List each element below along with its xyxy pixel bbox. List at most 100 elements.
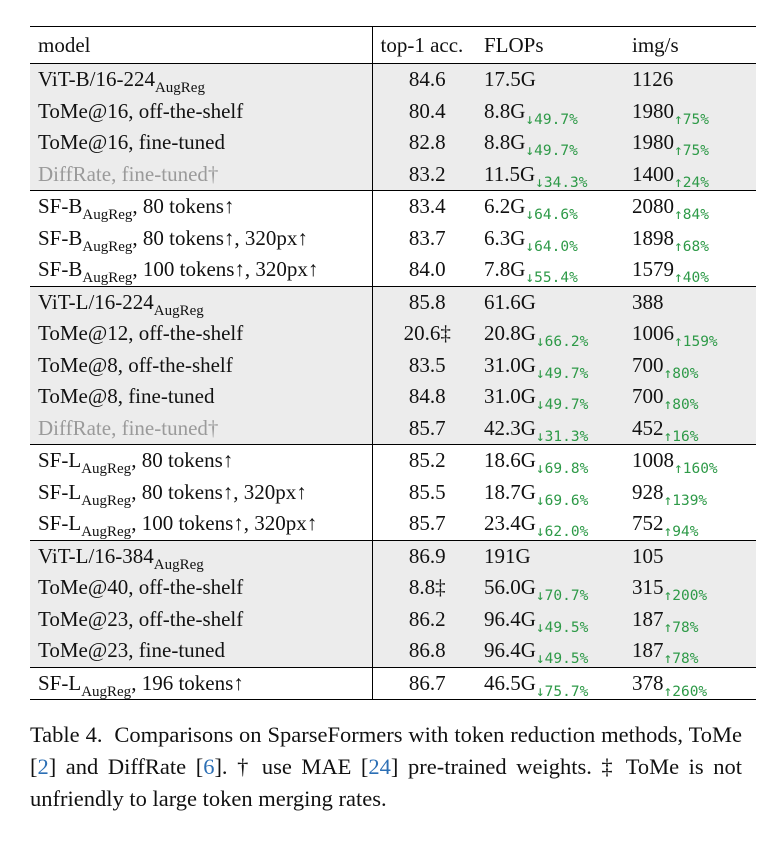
cell-flops: 42.3G↓31.3% (482, 412, 626, 445)
cell-flops: 31.0G↓49.7% (482, 381, 626, 413)
img-value: 928 (632, 479, 664, 504)
cell-model: DiffRate, fine-tuned† (30, 158, 373, 191)
model-suffix: , 80 tokens↑ (132, 194, 235, 218)
flops-value: 6.2G (484, 194, 526, 218)
model-name: SF-BAugReg, 80 tokens↑ (38, 194, 235, 223)
cell-top1-acc: 85.5 (372, 477, 482, 509)
img-speedup: ↑200% (663, 588, 708, 604)
cell-model: ViT-L/16-384AugReg (30, 539, 373, 573)
flops-reduction: ↓49.7% (525, 111, 578, 128)
model-name: ViT-L/16-384AugReg (38, 543, 204, 573)
model-name: SF-LAugReg, 80 tokens↑, 320px↑ (38, 480, 307, 509)
cell-flops: 96.4G↓49.5% (482, 603, 626, 636)
table-row: ViT-L/16-384AugReg 86.9 191G 105 (30, 539, 756, 573)
cell-flops: 23.4G↓62.0% (482, 508, 626, 540)
flops-reduction: ↓49.7% (525, 143, 578, 159)
acc-value: 84.8 (408, 384, 446, 408)
cell-model: ViT-L/16-224AugReg (30, 285, 373, 319)
citation-link-tome[interactable]: 2 (37, 754, 49, 779)
cell-model: SF-BAugReg, 80 tokens↑ (30, 190, 373, 223)
table-row: SF-BAugReg, 100 tokens↑, 320px↑ 84.0 7.8G↓… (30, 254, 756, 286)
cell-img-per-sec: 378↑260% (626, 666, 756, 700)
cell-model: ToMe@8, fine-tuned (30, 381, 373, 413)
cell-img-per-sec: 1006↑159% (626, 318, 756, 350)
cell-img-per-sec: 105 (626, 539, 756, 572)
model-name: ViT-L/16-224AugReg (38, 290, 204, 319)
acc-value: 83.2 (408, 161, 446, 186)
model-suffix: , 80 tokens↑ (131, 448, 234, 472)
flops-value: 42.3G (484, 415, 536, 440)
model-base: ToMe@16, off-the-shelf (38, 98, 244, 123)
header-row: model top-1 acc. FLOPs img/s (30, 26, 756, 64)
caption-label: Table 4. (30, 722, 103, 747)
table-row: ToMe@40, off-the-shelf 8.8‡ 56.0G↓70.7% 315… (30, 572, 756, 604)
model-subscript: AugReg (154, 80, 205, 96)
img-value: 700 (632, 384, 664, 408)
model-subscript: AugReg (81, 683, 132, 700)
flops-reduction: ↓49.5% (535, 651, 589, 667)
cell-top1-acc: 85.8 (372, 285, 482, 318)
cell-img-per-sec: 187↑78% (626, 635, 756, 667)
model-name: SF-LAugReg, 80 tokens↑ (38, 448, 234, 477)
cell-model: ToMe@23, fine-tuned (30, 635, 373, 667)
cell-img-per-sec: 452↑16% (626, 412, 756, 445)
cell-model: SF-LAugReg, 80 tokens↑, 320px↑ (30, 476, 373, 509)
model-suffix: , 100 tokens↑, 320px↑ (131, 511, 318, 535)
cell-top1-acc: 85.7 (372, 508, 482, 540)
cell-top1-acc: 85.2 (372, 444, 482, 477)
cell-model: ToMe@8, off-the-shelf (30, 349, 373, 381)
img-value: 1126 (632, 67, 674, 91)
img-speedup: ↑84% (674, 207, 709, 223)
model-base: ToMe@23, off-the-shelf (38, 606, 244, 631)
img-speedup: ↑80% (663, 365, 699, 382)
cell-img-per-sec: 700↑80% (626, 381, 756, 413)
citation-link-diffrate[interactable]: 6 (203, 754, 215, 779)
cell-top1-acc: 83.7 (372, 223, 482, 255)
model-name: ToMe@16, off-the-shelf (38, 99, 243, 123)
cell-flops: 18.7G↓69.6% (482, 477, 626, 509)
img-speedup: ↑68% (674, 238, 709, 255)
cell-img-per-sec: 1126 (626, 63, 756, 96)
cell-model: ToMe@23, off-the-shelf (30, 603, 373, 635)
flops-reduction: ↓75.7% (535, 683, 589, 700)
flops-value: 8.8G (484, 98, 526, 123)
flops-reduction: ↓31.3% (535, 428, 589, 445)
flops-reduction: ↓66.2% (535, 334, 589, 350)
cell-flops: 31.0G↓49.7% (482, 349, 626, 381)
cell-top1-acc: 84.0 (372, 254, 482, 286)
model-base: ToMe@8, fine-tuned (38, 384, 215, 408)
table-row: DiffRate, fine-tuned† 85.7 42.3G↓31.3% 452↑… (30, 412, 756, 445)
flops-value: 18.7G (484, 479, 536, 504)
cell-img-per-sec: 1898↑68% (626, 223, 756, 255)
cell-flops: 7.8G↓55.4% (482, 254, 626, 286)
img-speedup: ↑78% (663, 619, 699, 636)
img-speedup: ↑16% (663, 428, 699, 445)
model-name: SF-BAugReg, 80 tokens↑, 320px↑ (38, 225, 308, 255)
cell-model: SF-BAugReg, 80 tokens↑, 320px↑ (30, 222, 373, 255)
cell-img-per-sec: 752↑94% (626, 508, 756, 540)
cell-flops: 11.5G↓34.3% (482, 158, 626, 191)
img-value: 1980 (632, 130, 674, 154)
table-row: SF-LAugReg, 100 tokens↑, 320px↑ 85.7 23.4G… (30, 508, 756, 540)
img-value: 1898 (632, 225, 674, 250)
model-suffix: † (207, 161, 219, 186)
model-base: ViT-L/16-384 (38, 543, 154, 568)
cell-flops: 46.5G↓75.7% (482, 666, 626, 700)
model-base: DiffRate, fine-tuned (38, 415, 208, 440)
table-row: ToMe@16, off-the-shelf 80.4 8.8G↓49.7% 1980… (30, 95, 756, 128)
cell-model: SF-LAugReg, 196 tokens↑ (30, 666, 373, 700)
table-row: DiffRate, fine-tuned† 83.2 11.5G↓34.3% 1400… (30, 158, 756, 191)
model-name: ToMe@40, off-the-shelf (38, 575, 243, 599)
flops-reduction: ↓49.7% (535, 397, 589, 413)
cell-img-per-sec: 1579↑40% (626, 254, 756, 286)
model-base: SF-B (38, 225, 83, 250)
img-value: 452 (632, 415, 664, 440)
acc-value: 85.2 (408, 448, 446, 472)
cell-img-per-sec: 315↑200% (626, 572, 756, 604)
citation-link-mae[interactable]: 24 (368, 754, 391, 779)
model-name: ToMe@23, fine-tuned (38, 638, 225, 662)
flops-value: 46.5G (484, 670, 536, 695)
flops-reduction: ↓49.5% (535, 619, 589, 636)
model-name: ToMe@12, off-the-shelf (38, 321, 243, 345)
cell-flops: 61.6G (482, 285, 626, 318)
